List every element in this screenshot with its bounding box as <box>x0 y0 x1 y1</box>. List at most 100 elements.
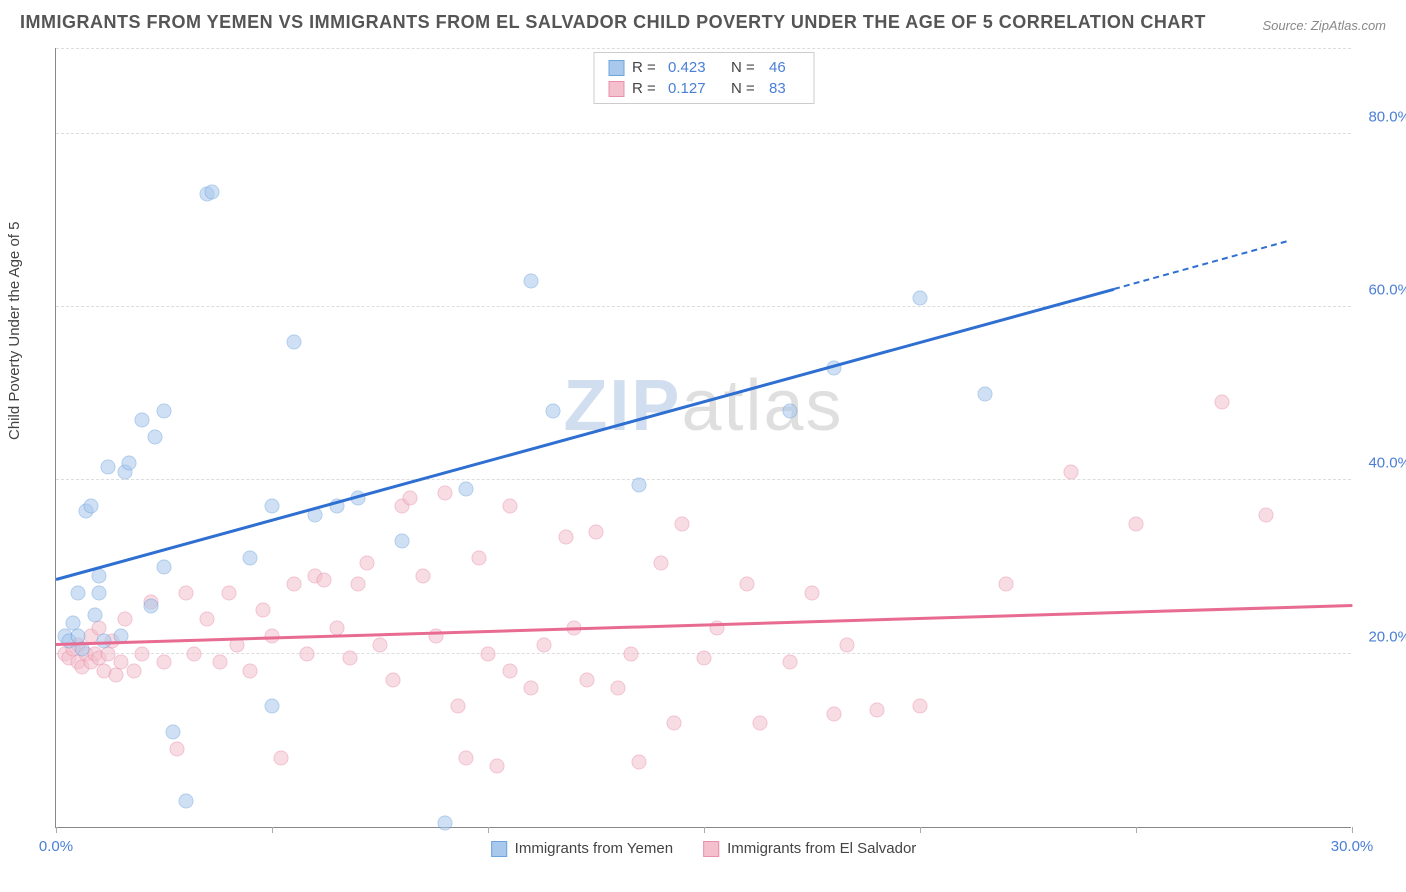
data-point <box>122 456 137 471</box>
data-point <box>580 672 595 687</box>
data-point <box>83 499 98 514</box>
x-tick <box>272 827 273 833</box>
data-point <box>913 698 928 713</box>
data-point <box>1064 464 1079 479</box>
trend-line <box>56 287 1115 580</box>
data-point <box>165 724 180 739</box>
data-point <box>805 586 820 601</box>
data-point <box>537 638 552 653</box>
y-tick-label: 20.0% <box>1361 628 1406 645</box>
x-tick <box>488 827 489 833</box>
data-point <box>109 668 124 683</box>
data-point <box>472 551 487 566</box>
data-point <box>697 651 712 666</box>
data-point <box>1215 395 1230 410</box>
data-point <box>869 703 884 718</box>
data-point <box>839 638 854 653</box>
x-tick <box>56 827 57 833</box>
trend-line <box>1114 240 1287 290</box>
data-point <box>394 534 409 549</box>
scatter-plot-area: ZIPatlas R = 0.423 N = 46 R = 0.127 N = … <box>55 48 1351 828</box>
data-point <box>299 646 314 661</box>
chart-title: IMMIGRANTS FROM YEMEN VS IMMIGRANTS FROM… <box>20 12 1206 33</box>
data-point <box>118 612 133 627</box>
gridline <box>56 48 1351 49</box>
r-value: 0.127 <box>668 80 723 97</box>
data-point <box>92 568 107 583</box>
data-point <box>558 529 573 544</box>
data-point <box>221 586 236 601</box>
data-point <box>610 681 625 696</box>
data-point <box>243 664 258 679</box>
data-point <box>977 386 992 401</box>
data-point <box>632 477 647 492</box>
x-tick <box>1136 827 1137 833</box>
data-point <box>481 646 496 661</box>
data-point <box>589 525 604 540</box>
data-point <box>459 482 474 497</box>
n-value: 46 <box>769 59 799 76</box>
data-point <box>753 716 768 731</box>
r-value: 0.423 <box>668 59 723 76</box>
data-point <box>92 586 107 601</box>
data-point <box>740 577 755 592</box>
r-label: R = <box>632 80 660 97</box>
r-label: R = <box>632 59 660 76</box>
data-point <box>157 404 172 419</box>
y-tick-label: 40.0% <box>1361 455 1406 472</box>
data-point <box>437 815 452 830</box>
series-legend: Immigrants from Yemen Immigrants from El… <box>491 840 917 857</box>
data-point <box>783 404 798 419</box>
data-point <box>489 759 504 774</box>
y-tick-label: 80.0% <box>1361 108 1406 125</box>
data-point <box>286 577 301 592</box>
legend-swatch-icon <box>608 60 624 76</box>
data-point <box>100 460 115 475</box>
data-point <box>459 750 474 765</box>
data-point <box>286 334 301 349</box>
legend-row-yemen: R = 0.423 N = 46 <box>608 57 799 78</box>
legend-label: Immigrants from Yemen <box>515 840 673 857</box>
data-point <box>243 551 258 566</box>
data-point <box>178 794 193 809</box>
data-point <box>632 755 647 770</box>
gridline <box>56 133 1351 134</box>
legend-item-elsalvador: Immigrants from El Salvador <box>703 840 916 857</box>
data-point <box>450 698 465 713</box>
legend-label: Immigrants from El Salvador <box>727 840 916 857</box>
data-point <box>502 499 517 514</box>
y-tick-label: 60.0% <box>1361 282 1406 299</box>
data-point <box>187 646 202 661</box>
data-point <box>329 620 344 635</box>
data-point <box>1258 508 1273 523</box>
n-label: N = <box>731 59 761 76</box>
x-tick-label: 0.0% <box>39 838 73 855</box>
x-tick <box>1352 827 1353 833</box>
data-point <box>148 430 163 445</box>
data-point <box>1129 516 1144 531</box>
data-point <box>135 646 150 661</box>
data-point <box>157 560 172 575</box>
data-point <box>783 655 798 670</box>
data-point <box>545 404 560 419</box>
gridline <box>56 479 1351 480</box>
legend-swatch-icon <box>608 81 624 97</box>
legend-swatch-icon <box>703 841 719 857</box>
data-point <box>213 655 228 670</box>
x-tick-label: 30.0% <box>1331 838 1374 855</box>
data-point <box>653 555 668 570</box>
data-point <box>200 612 215 627</box>
data-point <box>416 568 431 583</box>
data-point <box>913 291 928 306</box>
data-point <box>675 516 690 531</box>
data-point <box>316 573 331 588</box>
data-point <box>144 599 159 614</box>
correlation-legend: R = 0.423 N = 46 R = 0.127 N = 83 <box>593 52 814 104</box>
data-point <box>999 577 1014 592</box>
data-point <box>524 274 539 289</box>
data-point <box>524 681 539 696</box>
data-point <box>826 707 841 722</box>
n-value: 83 <box>769 80 799 97</box>
data-point <box>178 586 193 601</box>
data-point <box>385 672 400 687</box>
